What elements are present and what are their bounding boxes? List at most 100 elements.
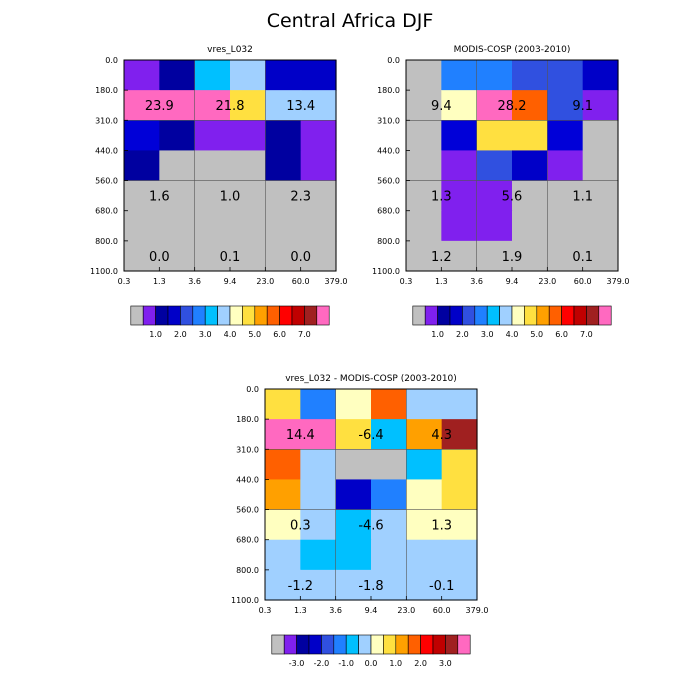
colorbar-box: [229, 305, 243, 326]
heatmap-cell: [476, 180, 513, 212]
heatmap-cell: [300, 210, 337, 242]
heatmap-cell: [230, 90, 266, 121]
heatmap-cell: [582, 60, 619, 91]
colorbar-box: [254, 305, 268, 326]
colorbar-box: [445, 634, 459, 655]
heatmap-cell: [230, 60, 266, 91]
colorbar-box: [155, 305, 169, 326]
heatmap-cell: [441, 180, 478, 212]
cell-value-label: -6.4: [358, 428, 383, 443]
x-tick-label: 60.0: [433, 606, 451, 615]
colorbar-box: [486, 305, 500, 326]
x-tick-label: 23.0: [538, 277, 556, 286]
heatmap-cell: [194, 210, 231, 242]
heatmap-cell: [547, 180, 584, 212]
colorbar-label: 1.0: [389, 659, 402, 668]
heatmap-cell: [124, 150, 160, 182]
y-tick-label: 680.0: [236, 536, 259, 545]
colorbar-label: 2.0: [414, 659, 427, 668]
heatmap-cell: [406, 389, 443, 420]
colorbar-box: [167, 305, 181, 326]
heatmap-cell: [265, 449, 301, 481]
heatmap-cell: [265, 60, 302, 91]
colorbar-label: 1.0: [431, 330, 444, 339]
x-tick-label: 9.4: [506, 277, 519, 286]
colorbar-box: [598, 305, 612, 326]
heatmap-cell: [441, 389, 478, 420]
heatmap-cell: [300, 90, 337, 121]
cell-value-label: 1.3: [431, 519, 452, 534]
colorbar-box: [573, 305, 587, 326]
heatmap-cell: [335, 479, 372, 511]
heatmap-cell: [300, 539, 337, 571]
colorbar-label: 5.0: [248, 330, 261, 339]
y-tick-label: 0.0: [387, 56, 400, 65]
colorbar-box: [437, 305, 451, 326]
y-tick-label: 800.0: [95, 237, 118, 246]
y-tick-label: 440.0: [95, 146, 118, 155]
heatmap-cell: [582, 240, 619, 272]
colorbar-box: [180, 305, 194, 326]
heatmap-cell: [300, 449, 337, 481]
heatmap-cell: [441, 419, 478, 450]
colorbar-box: [420, 634, 434, 655]
heatmap-cell: [371, 479, 407, 511]
heatmap-cell: [406, 419, 443, 450]
colorbar-box: [217, 305, 231, 326]
heatmap-cell: [512, 180, 548, 212]
heatmap-cell: [230, 210, 266, 242]
heatmap-cell: [300, 479, 337, 511]
colorbar-label: 1.0: [149, 330, 162, 339]
heatmap-cell: [300, 150, 337, 182]
colorbar-box: [192, 305, 206, 326]
panel-title: vres_L032: [207, 45, 253, 55]
colorbar-box: [316, 305, 330, 326]
heatmap-cell: [547, 90, 584, 121]
colorbar-box: [524, 305, 538, 326]
heatmap-cell: [582, 180, 619, 212]
cell-value-label: 0.0: [149, 250, 170, 265]
heatmap-cell: [335, 389, 372, 420]
colorbar-box: [279, 305, 293, 326]
y-tick-label: 560.0: [236, 506, 259, 515]
colorbar-label: -3.0: [289, 659, 305, 668]
heatmap-cell: [476, 150, 513, 182]
heatmap-cell: [582, 90, 619, 121]
y-tick-label: 310.0: [95, 116, 118, 125]
x-tick-label: 3.6: [188, 277, 201, 286]
heatmap-cell: [476, 240, 513, 272]
heatmap-cell: [582, 150, 619, 182]
heatmap-cell: [300, 180, 337, 212]
y-tick-label: 440.0: [377, 146, 400, 155]
heatmap-cell: [124, 210, 160, 242]
heatmap-cell: [265, 569, 301, 601]
colorbar-box: [383, 634, 397, 655]
heatmap-cell: [512, 240, 548, 272]
heatmap-cell: [371, 419, 407, 450]
colorbar-label: 6.0: [273, 330, 286, 339]
colorbar-box: [370, 634, 384, 655]
colorbar-box: [511, 305, 525, 326]
colorbar-box: [586, 305, 600, 326]
colorbar-label: 3.0: [199, 330, 212, 339]
colorbar-label: 7.0: [580, 330, 593, 339]
heatmap-cell: [441, 120, 478, 152]
cell-value-label: 1.2: [431, 250, 452, 265]
heatmap-cell: [582, 210, 619, 242]
heatmap-cell: [194, 240, 231, 272]
heatmap-cell: [230, 120, 266, 152]
x-tick-label: 0.3: [400, 277, 413, 286]
heatmap-cell: [371, 509, 407, 541]
heatmap-cell: [547, 120, 584, 152]
cell-value-label: 9.1: [572, 99, 593, 114]
cell-value-label: -1.8: [358, 579, 383, 594]
colorbar-box: [407, 634, 421, 655]
colorbar-label: -2.0: [314, 659, 330, 668]
colorbar-label: 4.0: [224, 330, 237, 339]
heatmap-cell: [300, 419, 337, 450]
heatmap-cell: [476, 60, 513, 91]
heatmap-cell: [441, 240, 478, 272]
heatmap-cell: [441, 479, 478, 511]
colorbar-label: -1.0: [338, 659, 354, 668]
heatmap-cell: [335, 419, 372, 450]
